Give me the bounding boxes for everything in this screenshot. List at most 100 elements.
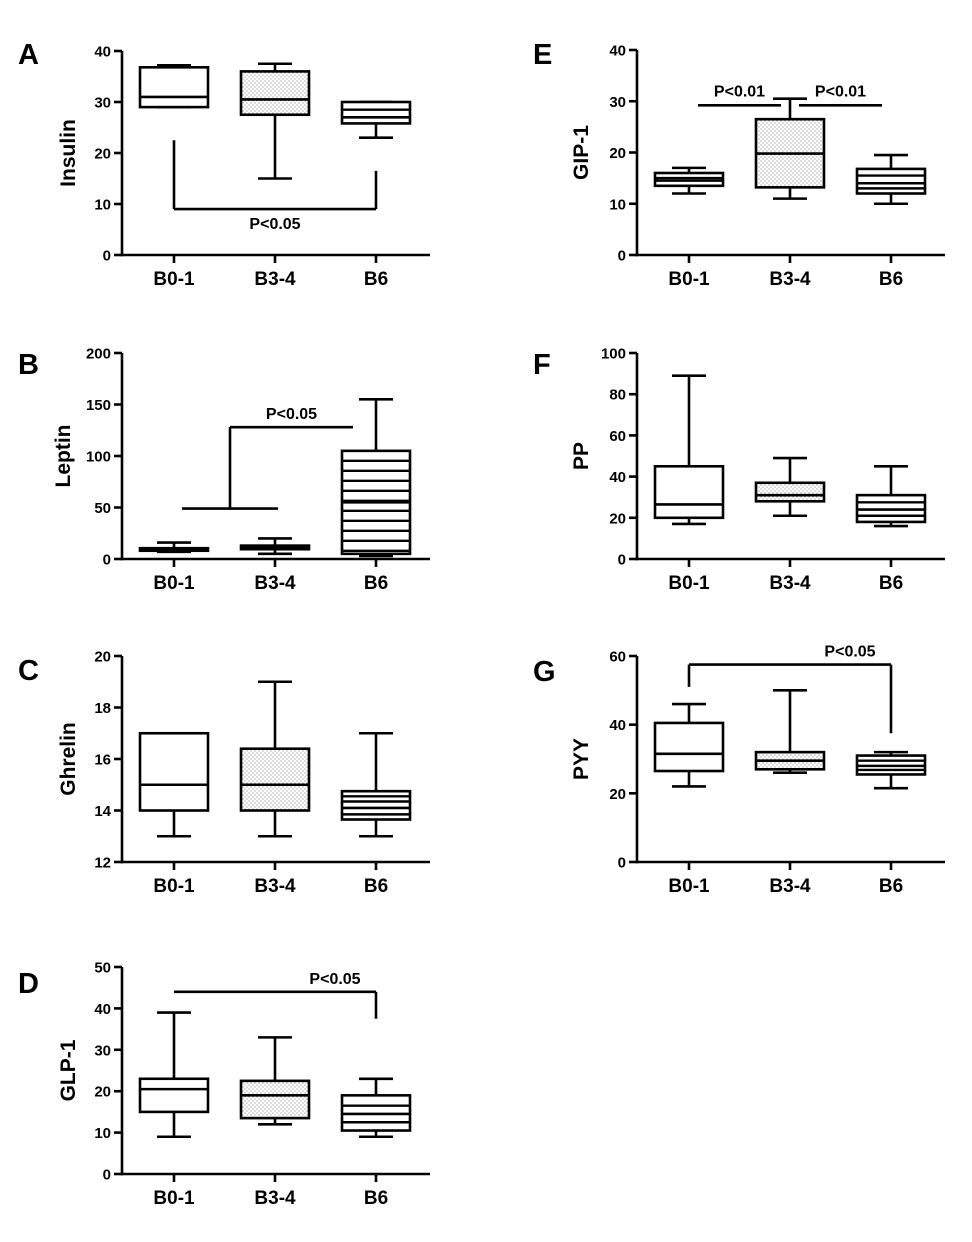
panel-g: G PYY 0 20 40 60 B0-1 B3-4 B6 P<0.05: [533, 644, 945, 897]
x-tick-label: B0-1: [153, 269, 195, 290]
y-tick-label: 0: [103, 1167, 111, 1184]
box-body: [239, 1079, 311, 1120]
box-b0-1: [138, 1011, 210, 1139]
y-tick-label: 60: [609, 649, 626, 666]
box-b3-4: [239, 680, 311, 838]
box-body: [754, 481, 826, 503]
y-tick-label: 40: [94, 44, 111, 61]
panel-b: B Leptin 0 50 100 150 200 B0-1 B3-4 B6 P<0.05: [18, 346, 430, 594]
box-b6: [340, 398, 412, 558]
y-tick-label: 30: [94, 95, 111, 112]
box-b6: [855, 750, 927, 790]
box-body: [340, 100, 412, 125]
y-tick-label: 40: [94, 1001, 111, 1018]
significance-bracket: P<0.05: [687, 644, 893, 734]
y-tick-label: 20: [609, 145, 626, 162]
p-value-label: P<0.01: [815, 83, 866, 100]
p-value-label: P<0.05: [309, 971, 360, 988]
box-b6: [340, 100, 412, 139]
x-tick-label: B3-4: [254, 1188, 296, 1209]
y-tick-label: 100: [601, 346, 626, 363]
panel-label: C: [18, 655, 39, 687]
y-tick-label: 50: [94, 500, 111, 517]
y-tick-label: 0: [618, 552, 626, 569]
y-tick-label: 0: [618, 248, 626, 265]
panel-label: F: [533, 349, 551, 381]
y-axis-label: GLP-1: [57, 1039, 80, 1101]
y-tick-label: 18: [94, 700, 111, 717]
y-tick-label: 40: [609, 43, 626, 60]
panel-a: A Insulin 0 10 20 30 40 B0-1 B3-4 B6 P<0.05: [18, 39, 430, 290]
box-body: [653, 721, 725, 773]
box-body: [138, 66, 210, 109]
x-tick-label: B6: [364, 269, 388, 290]
panel-e: E GIP-1 0 10 20 30 40 B0-1 B3-4 B6 P<0.01 P<0.01: [533, 39, 945, 290]
box-body: [239, 70, 311, 117]
box-body: [855, 167, 927, 195]
box-body: [138, 1077, 210, 1114]
y-axis-label: GIP-1: [570, 125, 593, 180]
x-tick-label: B0-1: [668, 269, 710, 290]
panel-label: E: [533, 39, 552, 71]
y-tick-label: 200: [86, 346, 111, 363]
y-tick-label: 20: [94, 146, 111, 163]
panel-label: G: [533, 656, 556, 688]
significance-bracket: P<0.05: [174, 971, 378, 1019]
x-tick-label: B0-1: [668, 876, 710, 897]
y-tick-label: 40: [609, 469, 626, 486]
x-tick-label: B0-1: [153, 876, 195, 897]
y-tick-label: 0: [103, 248, 111, 265]
x-tick-label: B3-4: [254, 573, 296, 594]
y-tick-label: 12: [94, 855, 111, 872]
box-b3-4: [754, 456, 826, 518]
significance-bracket: P<0.05: [172, 140, 378, 233]
box-b0-1: [653, 166, 725, 195]
y-tick-label: 0: [618, 855, 626, 872]
p-value-label: P<0.01: [714, 83, 765, 100]
y-tick-label: 100: [86, 449, 111, 466]
y-axis-label: PP: [570, 442, 593, 470]
y-tick-label: 0: [103, 552, 111, 569]
box-b3-4: [239, 62, 311, 180]
significance-bracket: P<0.05: [182, 406, 353, 510]
significance-bracket: P<0.01: [799, 83, 882, 107]
x-tick-label: B3-4: [769, 269, 811, 290]
box-body: [138, 731, 210, 812]
x-tick-label: B0-1: [153, 1188, 195, 1209]
box-body: [653, 464, 725, 520]
box-b6: [855, 464, 927, 528]
p-value-label: P<0.05: [266, 406, 317, 423]
y-tick-label: 30: [609, 94, 626, 111]
box-b6: [340, 731, 412, 838]
y-tick-label: 20: [609, 510, 626, 527]
y-tick-label: 10: [94, 1125, 111, 1142]
p-value-label: P<0.05: [249, 216, 300, 233]
y-tick-label: 16: [94, 752, 111, 769]
y-tick-label: 14: [94, 803, 111, 820]
box-b0-1: [138, 63, 210, 109]
panel-label: A: [18, 39, 39, 71]
panel-c: C Ghrelin 12 14 16 18 20 B0-1 B3-4 B6: [18, 649, 430, 897]
x-tick-label: B6: [364, 876, 388, 897]
p-value-label: P<0.05: [824, 644, 875, 661]
box-b3-4: [754, 689, 826, 775]
panel-label: D: [18, 968, 39, 1000]
x-tick-label: B6: [879, 876, 903, 897]
x-tick-label: B6: [879, 573, 903, 594]
box-body: [239, 747, 311, 812]
x-tick-label: B3-4: [769, 876, 811, 897]
y-axis-label: PYY: [570, 738, 593, 780]
x-tick-label: B6: [364, 1188, 388, 1209]
x-tick-label: B3-4: [254, 269, 296, 290]
y-tick-label: 10: [609, 196, 626, 213]
box-b0-1: [138, 731, 210, 838]
box-b0-1: [138, 541, 210, 554]
y-tick-label: 20: [94, 649, 111, 666]
y-tick-label: 50: [94, 960, 111, 977]
y-tick-label: 60: [609, 428, 626, 445]
box-b0-1: [653, 702, 725, 788]
box-b6: [340, 1077, 412, 1139]
panel-d: D GLP-1 0 10 20 30 40 50 B0-1 B3-4 B6 P<0.05: [18, 960, 430, 1209]
box-b6: [855, 153, 927, 206]
y-axis-label: Ghrelin: [57, 722, 80, 796]
